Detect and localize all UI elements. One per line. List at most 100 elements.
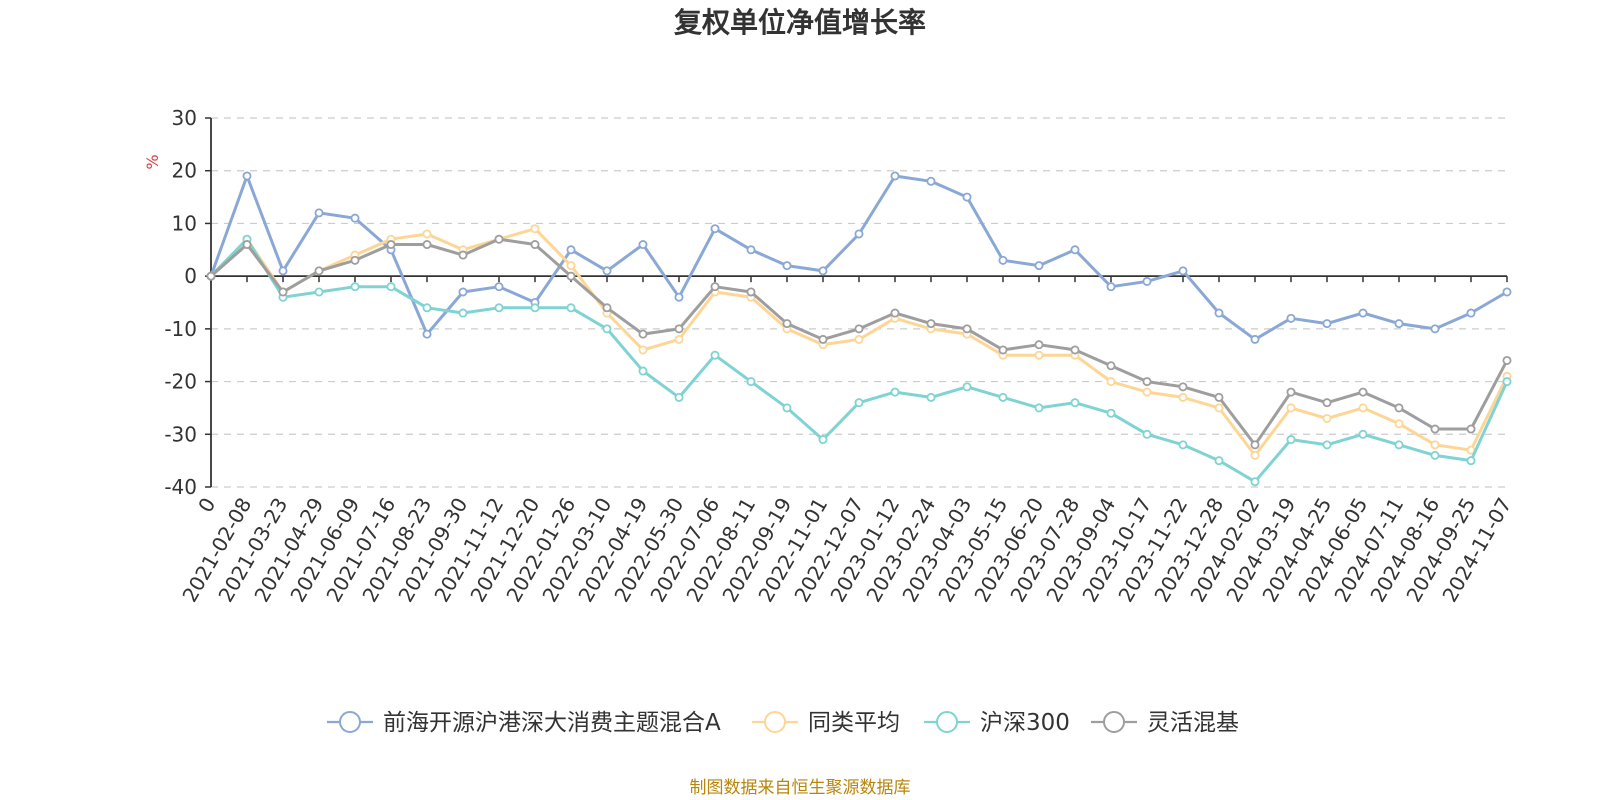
data-point bbox=[926, 319, 936, 329]
legend-item[interactable]: 沪深300 bbox=[924, 710, 1070, 736]
data-point bbox=[1286, 403, 1296, 413]
data-point bbox=[746, 245, 756, 255]
data-point bbox=[638, 345, 648, 355]
data-point bbox=[1034, 340, 1044, 350]
data-point bbox=[998, 345, 1008, 355]
data-point bbox=[782, 319, 792, 329]
data-point bbox=[1322, 398, 1332, 408]
data-point bbox=[674, 334, 684, 344]
data-point bbox=[494, 303, 504, 313]
series-lines bbox=[206, 171, 1512, 487]
axes bbox=[205, 117, 1508, 488]
data-point bbox=[1034, 261, 1044, 271]
y-tick-label: 30 bbox=[172, 106, 197, 130]
data-point bbox=[710, 224, 720, 234]
data-point bbox=[710, 282, 720, 292]
x-tick-label: 0 bbox=[193, 494, 220, 517]
data-point bbox=[422, 329, 432, 339]
series-0 bbox=[206, 171, 1512, 344]
data-point bbox=[350, 255, 360, 265]
data-point bbox=[1106, 361, 1116, 371]
legend-label: 前海开源沪港深大消费主题混合A bbox=[383, 710, 721, 736]
data-point bbox=[674, 292, 684, 302]
data-point bbox=[854, 229, 864, 239]
data-point bbox=[314, 266, 324, 276]
data-point bbox=[890, 308, 900, 318]
data-point bbox=[710, 350, 720, 360]
series-3 bbox=[206, 234, 1512, 450]
data-point bbox=[602, 324, 612, 334]
data-point bbox=[1358, 308, 1368, 318]
data-point bbox=[1322, 413, 1332, 423]
data-point bbox=[1466, 308, 1476, 318]
data-point bbox=[1070, 245, 1080, 255]
data-point bbox=[1034, 403, 1044, 413]
data-point bbox=[962, 324, 972, 334]
data-point bbox=[1070, 345, 1080, 355]
data-point bbox=[818, 266, 828, 276]
series-2 bbox=[206, 234, 1512, 487]
legend-label: 灵活混基 bbox=[1147, 710, 1239, 736]
data-point bbox=[494, 282, 504, 292]
data-point bbox=[422, 303, 432, 313]
data-point bbox=[746, 287, 756, 297]
data-point bbox=[602, 266, 612, 276]
data-point bbox=[890, 387, 900, 397]
data-point bbox=[998, 255, 1008, 265]
legend-swatch-marker bbox=[764, 711, 786, 733]
data-point bbox=[1178, 382, 1188, 392]
data-point bbox=[422, 229, 432, 239]
data-point bbox=[854, 398, 864, 408]
data-point bbox=[1430, 324, 1440, 334]
data-point bbox=[962, 192, 972, 202]
data-point bbox=[638, 366, 648, 376]
y-tick-label: -30 bbox=[164, 422, 197, 446]
chart-title: 复权单位净值增长率 bbox=[674, 6, 926, 39]
data-point bbox=[278, 266, 288, 276]
x-tick-labels: 02021-02-082021-03-232021-04-292021-06-0… bbox=[177, 494, 1516, 607]
data-point bbox=[458, 308, 468, 318]
data-point bbox=[1214, 403, 1224, 413]
data-point bbox=[1214, 392, 1224, 402]
data-point bbox=[278, 287, 288, 297]
legend-swatch-marker bbox=[1103, 711, 1125, 733]
data-point bbox=[314, 287, 324, 297]
legend-label: 同类平均 bbox=[808, 710, 900, 736]
data-point bbox=[386, 282, 396, 292]
legend-item[interactable]: 前海开源沪港深大消费主题混合A bbox=[327, 710, 721, 736]
data-point bbox=[602, 303, 612, 313]
data-point bbox=[1358, 403, 1368, 413]
grid-lines bbox=[211, 117, 1507, 488]
data-point bbox=[530, 303, 540, 313]
legend-swatch-marker bbox=[339, 711, 361, 733]
data-point bbox=[1286, 313, 1296, 323]
data-point bbox=[1466, 424, 1476, 434]
data-point bbox=[1034, 350, 1044, 360]
data-point bbox=[530, 224, 540, 234]
data-point bbox=[1070, 398, 1080, 408]
legend[interactable]: 前海开源沪港深大消费主题混合A 同类平均 沪深300 灵活混基 bbox=[327, 710, 1239, 736]
data-point bbox=[1322, 440, 1332, 450]
y-tick-label: 10 bbox=[172, 211, 197, 235]
data-point bbox=[782, 403, 792, 413]
legend-item[interactable]: 灵活混基 bbox=[1091, 710, 1239, 736]
data-point bbox=[1178, 392, 1188, 402]
data-point bbox=[1142, 387, 1152, 397]
legend-label: 沪深300 bbox=[980, 710, 1070, 736]
data-point bbox=[854, 324, 864, 334]
y-tick-label: -40 bbox=[164, 475, 197, 499]
data-point bbox=[566, 245, 576, 255]
data-point bbox=[926, 392, 936, 402]
data-source-note: 制图数据来自恒生聚源数据库 bbox=[690, 778, 911, 798]
legend-swatch-marker bbox=[936, 711, 958, 733]
data-point bbox=[1106, 377, 1116, 387]
data-point bbox=[458, 287, 468, 297]
data-point bbox=[1430, 440, 1440, 450]
data-point bbox=[566, 261, 576, 271]
data-point bbox=[890, 171, 900, 181]
data-point bbox=[1106, 282, 1116, 292]
data-point bbox=[1466, 456, 1476, 466]
legend-item[interactable]: 同类平均 bbox=[752, 710, 900, 736]
data-point bbox=[1322, 319, 1332, 329]
